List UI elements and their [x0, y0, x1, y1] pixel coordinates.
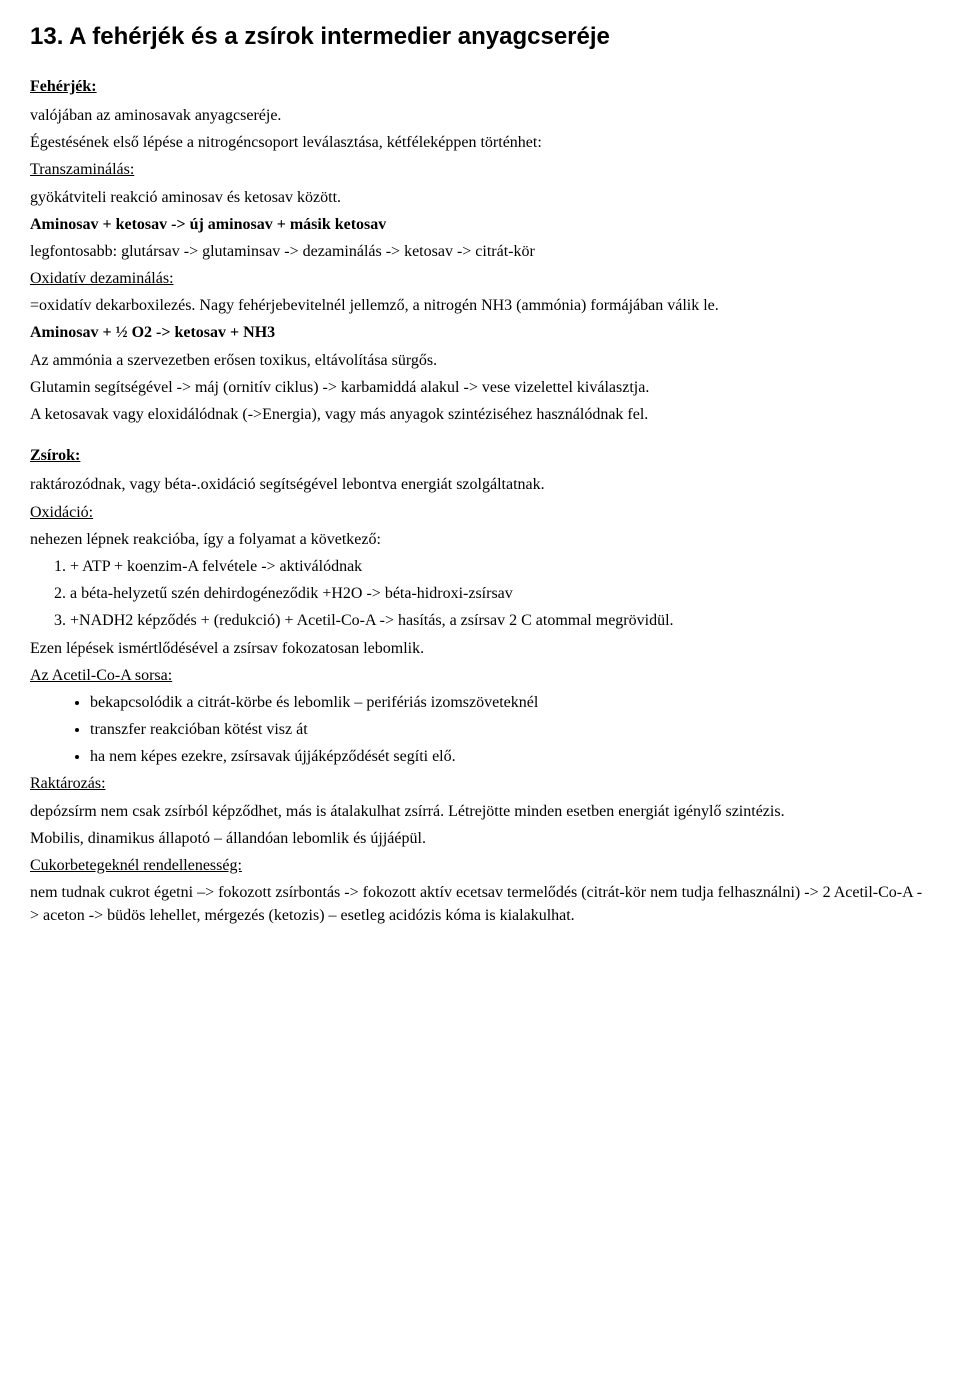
list-item: +NADH2 képződés + (redukció) + Acetil-Co… [70, 609, 930, 632]
body-text: nehezen lépnek reakcióba, így a folyamat… [30, 528, 930, 551]
reaction-bold: Aminosav + ketosav -> új aminosav + mási… [30, 213, 930, 236]
list-item: ha nem képes ezekre, zsírsavak újjáképző… [90, 745, 930, 768]
list-item: a béta-helyzetű szén dehirdogéneződik +H… [70, 582, 930, 605]
body-text: depózsírm nem csak zsírból képződhet, má… [30, 800, 930, 823]
body-text: nem tudnak cukrot égetni –> fokozott zsí… [30, 881, 930, 927]
body-text: Égestésének első lépése a nitrogéncsopor… [30, 131, 930, 154]
transzaminalas-label: Transzaminálás: [30, 158, 930, 181]
body-text: Mobilis, dinamikus állapotó – állandóan … [30, 827, 930, 850]
zsirok-label: Zsírok: [30, 444, 930, 467]
body-text: gyökátviteli reakció aminosav és ketosav… [30, 186, 930, 209]
body-text: Az ammónia a szervezetben erősen toxikus… [30, 349, 930, 372]
body-text: Glutamin segítségével -> máj (ornitív ci… [30, 376, 930, 399]
body-text: =oxidatív dekarboxilezés. Nagy fehérjebe… [30, 294, 930, 317]
list-item: bekapcsolódik a citrát-körbe és lebomlik… [90, 691, 930, 714]
reaction-bold: Aminosav + ½ O2 -> ketosav + NH3 [30, 321, 930, 344]
acetil-label: Az Acetil-Co-A sorsa: [30, 664, 930, 687]
cukorbeteg-label: Cukorbetegeknél rendellenesség: [30, 854, 930, 877]
list-item: transzfer reakcióban kötést visz át [90, 718, 930, 741]
list-item: + ATP + koenzim-A felvétele -> aktiválód… [70, 555, 930, 578]
body-text: Ezen lépések ismértlődésével a zsírsav f… [30, 637, 930, 660]
body-text: legfontosabb: glutársav -> glutaminsav -… [30, 240, 930, 263]
oxidation-steps: + ATP + koenzim-A felvétele -> aktiválód… [30, 555, 930, 633]
feherjek-label: Fehérjék: [30, 75, 930, 98]
acetil-list: bekapcsolódik a citrát-körbe és lebomlik… [30, 691, 930, 769]
raktarozas-label: Raktározás: [30, 772, 930, 795]
body-text: A ketosavak vagy eloxidálódnak (->Energi… [30, 403, 930, 426]
body-text: valójában az aminosavak anyagcseréje. [30, 104, 930, 127]
oxidacio-label: Oxidáció: [30, 501, 930, 524]
page-title: 13. A fehérjék és a zsírok intermedier a… [30, 20, 930, 55]
body-text: raktározódnak, vagy béta-.oxidáció segít… [30, 473, 930, 496]
oxidativ-label: Oxidatív dezaminálás: [30, 267, 930, 290]
